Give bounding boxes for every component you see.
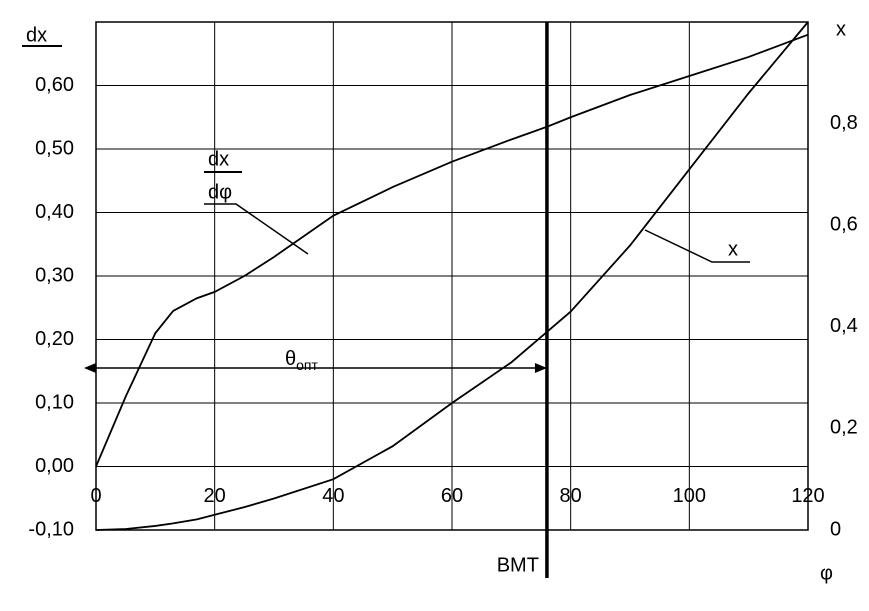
y-tick-label: 0,00 [35,455,74,477]
y2-tick-label: 0,8 [830,112,858,134]
curve-label: x [728,238,738,260]
arrow-head [534,363,547,373]
x-tick-label: 40 [322,485,344,507]
y2-tick-label: 0,2 [830,417,858,439]
y-tick-label: 0,20 [35,328,74,350]
vertical-marker-label: BMT [497,554,539,576]
y-tick-label: 0,60 [35,74,74,96]
plot-frame [95,21,809,531]
y-tick-label: 0,40 [35,201,74,223]
y2-tick-label: 0,6 [830,213,858,235]
x-axis-label: φ [820,562,833,584]
y-tick-label: -0,10 [28,518,74,540]
data-line [95,33,809,467]
leader-line [644,229,750,263]
y-tick-label: 0,10 [35,391,74,413]
y2-axis-label: x [836,18,846,40]
y-tick-label: 0,50 [35,137,74,159]
data-line [95,21,809,531]
y2-tick-label: 0 [830,518,841,540]
curve-label-top: dx [208,148,229,170]
span-label-sub: опт [296,357,318,373]
y2-tick-label: 0,4 [830,315,858,337]
leader-line [204,203,309,255]
span-label: θопт [285,348,318,372]
x-tick-label: 60 [441,485,463,507]
span-label-main: θ [285,348,296,370]
arrow-head [84,363,96,373]
y-tick-label: 0,30 [35,264,74,286]
x-tick-label: 80 [560,485,582,507]
y-axis-label: dx [26,24,47,46]
curve-label-bottom: dφ [208,181,232,203]
x-tick-label: 100 [673,485,706,507]
x-tick-label: 20 [204,485,226,507]
